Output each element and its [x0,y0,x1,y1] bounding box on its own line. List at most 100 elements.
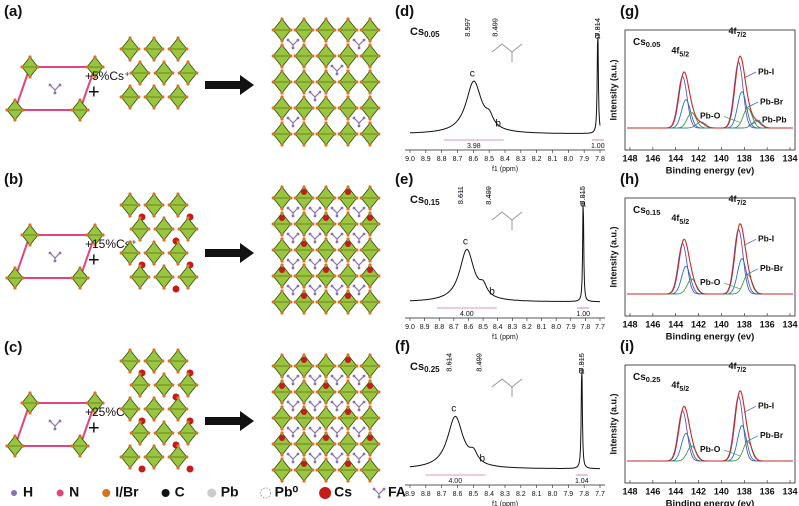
x-tick-label: 8.4 [484,491,494,498]
peak-label: 4f7/2 [729,194,747,206]
halide-atom [280,65,284,69]
x-tick-label: 8.8 [421,491,431,498]
peak-label-main: 4f [671,213,680,223]
halide-atom [311,364,315,368]
halide-atom [315,106,319,110]
fa-atom [286,258,290,262]
halide-atom [368,91,372,95]
halide-atom [302,289,306,293]
halide-atom [280,379,284,383]
fa-atom [330,258,334,262]
halide-atom [171,431,175,435]
fa-atom [286,206,290,210]
fa-atom [308,206,312,210]
peak-letter: b [489,287,495,298]
component-label: Pb-O [700,111,721,121]
halide-atom [289,442,293,446]
fa-atom [286,426,290,430]
plus-sign: + [88,417,100,439]
legend-label: Pb⁰ [275,484,299,500]
cs-atom [323,435,329,441]
halide-atom [368,143,372,147]
halide-atom [311,248,315,252]
x-tick-label: 8.0 [563,156,573,163]
x-tick-label: 9.0 [405,324,415,331]
halide-atom [119,455,123,459]
component-pointer [723,282,741,290]
shift-label: 7.814 [593,18,602,37]
x-tick-label: 8.9 [405,491,415,498]
halide-atom [346,427,350,431]
halide-atom [333,416,337,420]
sample-subscript: 0.25 [424,365,440,374]
halide-atom [355,468,359,472]
halide-atom [186,82,190,86]
halide-atom [302,117,306,121]
fa-atom [296,374,300,378]
fa-atom [352,400,356,404]
halide-atom [147,71,151,75]
halide-atom [368,431,372,435]
halide-atom [176,348,180,352]
component-label: Pb-I [758,66,774,76]
peak-letter: a [579,366,585,377]
fa-atom [340,64,344,68]
dopant-label: +5%Cs⁺ [85,69,130,83]
fa-atom [313,214,317,218]
halide-atom [176,396,180,400]
xps-envelope [627,222,793,295]
fa-atom [357,124,361,128]
x-tick-label: 7.8 [595,156,605,163]
fa-atom [357,214,361,218]
halide-atom [152,262,156,266]
fa-atom [291,434,295,438]
halide-atom [5,108,9,112]
halide-atom [346,379,350,383]
fa-atom [357,408,361,412]
halide-atom [119,359,123,363]
fa-atom [296,258,300,262]
sample-label: Cs0.05 [410,26,440,39]
fa-atom [53,427,57,431]
halide-atom [324,457,328,461]
sample-label: Cs0.15 [410,194,440,207]
fa-atom [352,284,356,288]
halide-atom [333,390,337,394]
halide-atom [324,43,328,47]
cs-atom [345,189,351,195]
halide-atom [186,442,190,446]
halide-atom [138,420,142,424]
halide-atom [143,251,147,255]
halide-atom [293,300,297,304]
halide-atom [171,71,175,75]
halide-atom [289,54,293,58]
halide-atom [138,442,142,446]
halide-atom [324,405,328,409]
halide-atom [78,454,82,458]
peak-label: 4f5/2 [671,380,689,392]
fa-atom [330,426,334,430]
halide-atom [86,276,90,280]
component-pointer [743,238,757,246]
integral-label: 3.98 [467,143,481,150]
fa-atom [330,232,334,236]
halide-atom [368,375,372,379]
halide-atom [302,207,306,211]
halide-atom [333,196,337,200]
halide-atom [186,286,190,290]
fa-atom [308,452,312,456]
halide-atom [368,211,372,215]
halide-atom [315,390,319,394]
sample-label: Cs0.15 [633,205,660,217]
x-tick-label: 8.1 [537,324,547,331]
halide-atom [167,455,171,459]
integral-label: 1.04 [575,478,589,485]
halide-atom [20,233,24,237]
fa-atom [362,426,366,430]
halide-atom [377,300,381,304]
halide-atom [5,276,9,280]
fa-atom [340,284,344,288]
x-tick-label: 7.8 [579,491,589,498]
halide-atom [333,442,337,446]
halide-atom [28,75,32,79]
